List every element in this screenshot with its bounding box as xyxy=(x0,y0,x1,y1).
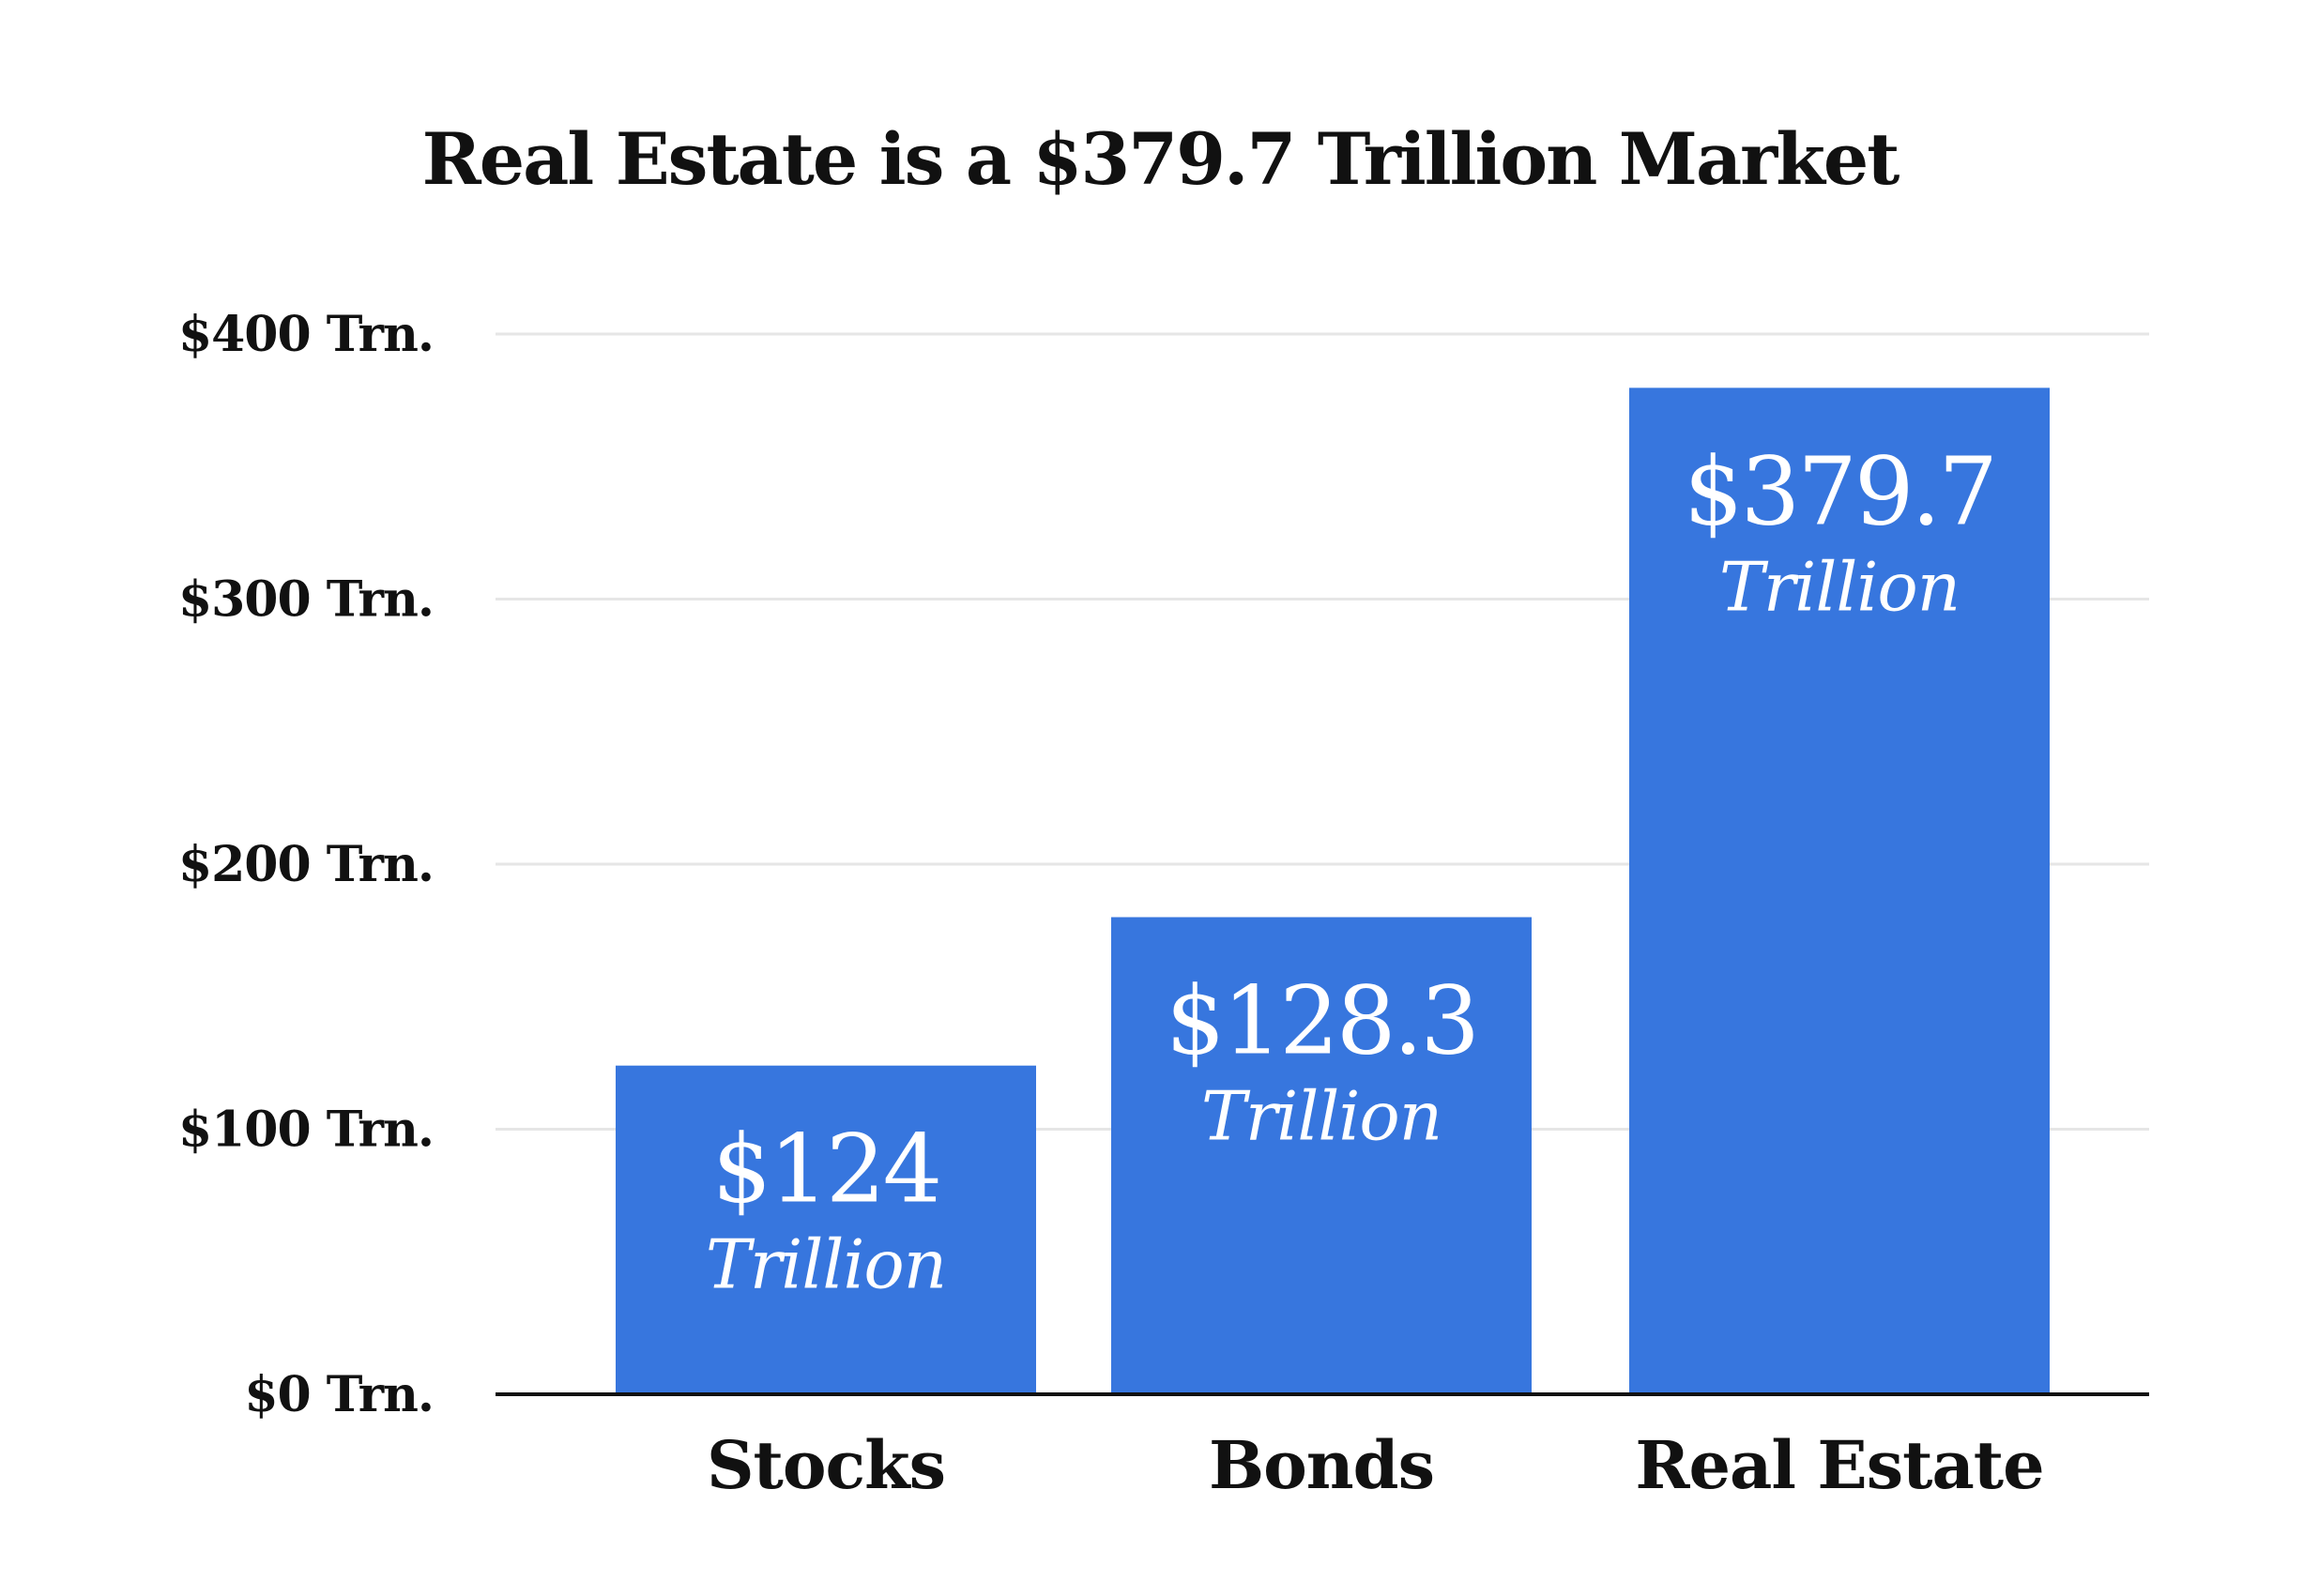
bar-stocks xyxy=(616,1065,1036,1394)
bar-value-label: $379.7 xyxy=(1684,436,1995,546)
x-axis-tick-labels: Stocks Bonds Real Estate xyxy=(707,1426,2045,1504)
y-tick-label: $0 Trn. xyxy=(244,1366,434,1423)
bar-real-estate xyxy=(1629,388,2050,1394)
x-tick-label: Bonds xyxy=(1209,1426,1434,1504)
bar-unit-label: Trillion xyxy=(1201,1077,1442,1156)
bar-bonds xyxy=(1111,917,1532,1394)
y-tick-label: $400 Trn. xyxy=(178,306,434,363)
y-axis-tick-labels: $0 Trn. $100 Trn. $200 Trn. $300 Trn. $400 T… xyxy=(178,306,435,1423)
x-tick-label: Real Estate xyxy=(1635,1426,2043,1504)
bar-value-label: $124 xyxy=(712,1115,940,1224)
bar-unit-label: Trillion xyxy=(706,1225,946,1304)
bar-value-label: $128.3 xyxy=(1166,966,1477,1076)
y-tick-label: $200 Trn. xyxy=(178,836,434,893)
x-tick-label: Stocks xyxy=(707,1426,945,1504)
y-tick-label: $300 Trn. xyxy=(178,571,434,629)
bar-unit-label: Trillion xyxy=(1719,547,1960,626)
y-tick-label: $100 Trn. xyxy=(178,1102,434,1159)
chart-title: Real Estate is a $379.7 Trillion Market xyxy=(422,117,1900,201)
